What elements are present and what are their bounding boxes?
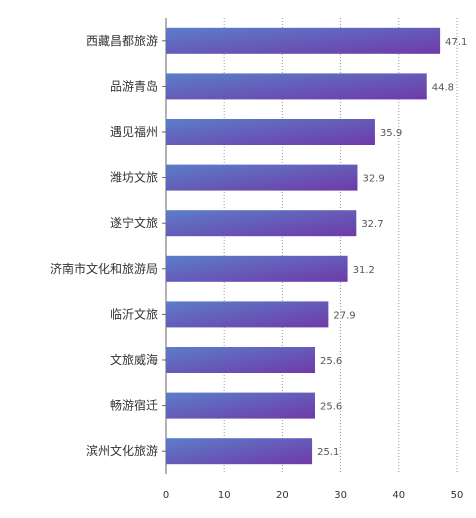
value-label: 25.6 [320, 402, 342, 413]
bar [166, 438, 313, 465]
bar [166, 164, 358, 191]
bar [166, 73, 427, 100]
axes [162, 18, 167, 474]
value-label: 31.2 [353, 265, 375, 276]
category-label: 畅游宿迁 [110, 398, 158, 413]
bar [166, 255, 348, 282]
value-label: 25.6 [320, 356, 342, 367]
value-label: 32.7 [361, 219, 383, 230]
x-tick-label: 30 [334, 490, 347, 501]
category-label: 临沂文旅 [110, 306, 158, 321]
category-label: 遇见福州 [110, 124, 158, 139]
bar [166, 27, 441, 54]
bar [166, 119, 375, 145]
x-tick-label: 20 [276, 490, 289, 501]
value-label: 27.9 [333, 310, 355, 321]
bar [166, 301, 329, 328]
x-tick-label: 0 [163, 490, 169, 501]
bar [166, 392, 315, 419]
x-tick-label: 40 [392, 490, 405, 501]
value-label: 35.9 [380, 128, 402, 139]
x-tick-label: 10 [218, 490, 231, 501]
labels: 0 10 20 30 40 50 西藏昌都旅游 47.1 品游青岛 44.8 遇见福州 35.9 潍坊文… [50, 34, 467, 501]
category-label: 济南市文化和旅游局 [50, 261, 158, 276]
x-tick-label: 50 [451, 490, 464, 501]
value-label: 32.9 [362, 174, 384, 185]
category-label: 品游青岛 [110, 78, 158, 93]
value-label: 44.8 [432, 82, 454, 93]
category-label: 西藏昌都旅游 [86, 34, 158, 48]
bar [166, 347, 315, 373]
value-label: 25.1 [317, 447, 339, 458]
category-label: 潍坊文旅 [110, 170, 158, 185]
value-label: 47.1 [445, 37, 467, 48]
bars [166, 27, 441, 465]
category-label: 文旅威海 [110, 352, 158, 367]
bar [166, 210, 357, 237]
category-label: 滨州文化旅游 [86, 443, 158, 458]
category-label: 遂宁文旅 [110, 215, 158, 230]
